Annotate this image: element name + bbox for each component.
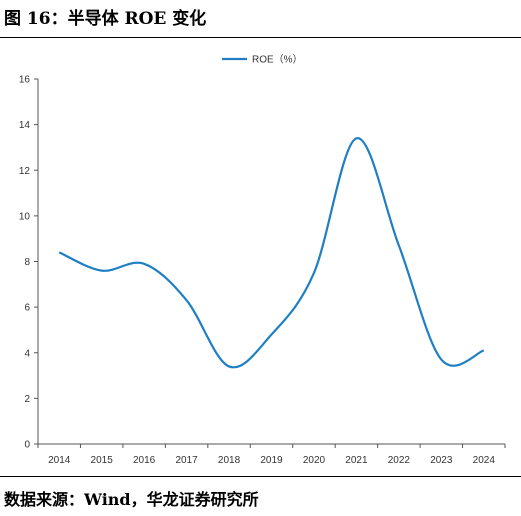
top-rule	[0, 37, 521, 38]
x-tick-label: 2023	[430, 455, 453, 466]
x-tick-label: 2015	[91, 455, 114, 466]
data-point-2023	[439, 358, 443, 362]
x-tick-label: 2014	[48, 455, 71, 466]
figure-title: 图 16：半导体 ROE 变化	[4, 9, 207, 29]
legend-label: ROE（%）	[252, 54, 303, 66]
y-tick-label: 10	[19, 211, 31, 222]
y-tick-label: 4	[24, 348, 30, 359]
data-point-2018	[227, 364, 231, 368]
data-point-2022	[397, 244, 401, 248]
data-point-2016	[142, 262, 146, 266]
data-point-2019	[270, 333, 274, 337]
y-tick-label: 8	[24, 257, 30, 268]
y-tick-label: 14	[19, 120, 31, 131]
x-tick-label: 2024	[473, 455, 496, 466]
figure-source: 数据来源：Wind，华龙证券研究所	[4, 490, 259, 509]
y-tick-label: 16	[19, 75, 31, 86]
y-tick-label: 0	[24, 440, 30, 451]
x-tick-label: 2019	[260, 455, 283, 466]
x-tick-label: 2018	[218, 455, 241, 466]
roe-line-chart: 0 2 4 6 8 10 12 14 16 2014 2015 2016 2017 2018 2019 202…	[19, 54, 506, 466]
y-tick-label: 12	[19, 166, 31, 177]
data-point-2014	[57, 250, 61, 254]
data-point-2020	[312, 271, 316, 275]
x-tick-label: 2016	[133, 455, 156, 466]
x-tick-label: 2022	[388, 455, 411, 466]
data-point-2024	[482, 348, 486, 352]
x-tick-label: 2017	[175, 455, 198, 466]
series-line-roe	[58, 137, 485, 369]
data-point-2015	[100, 269, 104, 273]
y-tick-label: 2	[24, 394, 30, 405]
bottom-rule	[0, 476, 521, 477]
x-tick-label: 2020	[303, 455, 326, 466]
data-point-2021	[354, 136, 358, 140]
x-tick-label: 2021	[345, 455, 368, 466]
data-point-2017	[185, 298, 189, 302]
y-tick-label: 6	[24, 303, 30, 314]
